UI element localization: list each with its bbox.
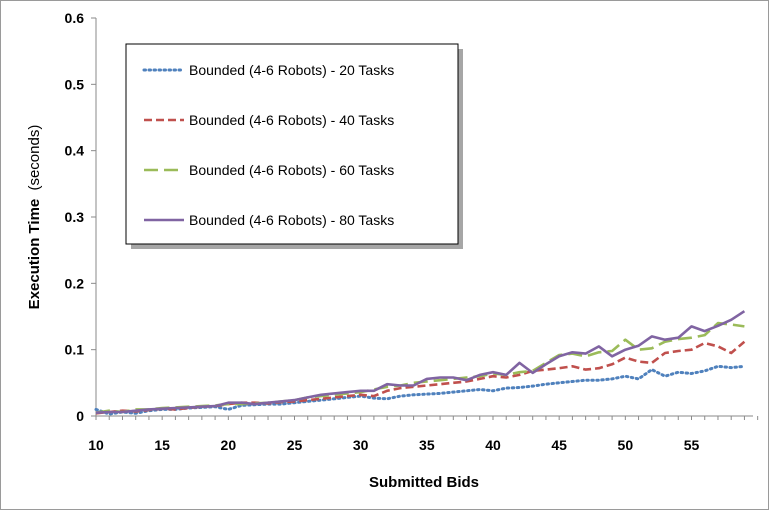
axes: [91, 17, 759, 420]
x-tick-label: 35: [419, 437, 435, 453]
y-tick-label: 0.1: [65, 342, 85, 358]
x-tick-label: 10: [88, 437, 104, 453]
y-tick-label: 0.4: [65, 143, 85, 159]
y-tick-label: 0.5: [65, 76, 85, 92]
x-tick-label: 40: [485, 437, 501, 453]
x-tick-label: 25: [287, 437, 303, 453]
x-tick-label: 15: [154, 437, 170, 453]
legend-label-4: Bounded (4-6 Robots) - 80 Tasks: [189, 212, 394, 228]
x-tick-label: 50: [618, 437, 634, 453]
x-tick-label: 55: [684, 437, 700, 453]
x-tick-label: 45: [551, 437, 567, 453]
legend-label-3: Bounded (4-6 Robots) - 60 Tasks: [189, 162, 394, 178]
x-tick-label: 30: [353, 437, 369, 453]
legend: Bounded (4-6 Robots) - 20 Tasks Bounded (…: [125, 43, 463, 249]
y-tick-label: 0: [76, 408, 84, 424]
y-axis-title-main: Execution Time: [26, 199, 43, 310]
series-line-4: [95, 310, 746, 414]
x-axis-title: Submitted Bids: [369, 474, 479, 491]
tick-labels: 0 0.1 0.2 0.3 0.4 0.5 0.6 10 15 20 25 30 35 40 45 50 55: [65, 10, 700, 453]
x-tick-label: 20: [221, 437, 237, 453]
legend-label-1: Bounded (4-6 Robots) - 20 Tasks: [189, 62, 394, 78]
y-axis-title-unit: (seconds): [26, 125, 43, 191]
y-axis-title: Execution Time (seconds): [26, 125, 43, 310]
y-tick-label: 0.6: [65, 10, 85, 26]
series-line-3: [95, 321, 745, 414]
y-tick-label: 0.2: [65, 275, 85, 291]
legend-label-2: Bounded (4-6 Robots) - 40 Tasks: [189, 112, 394, 128]
series-layer: [94, 310, 746, 416]
legend-box: [125, 43, 459, 245]
y-tick-label: 0.3: [65, 209, 85, 225]
series-line-2: [95, 340, 746, 415]
